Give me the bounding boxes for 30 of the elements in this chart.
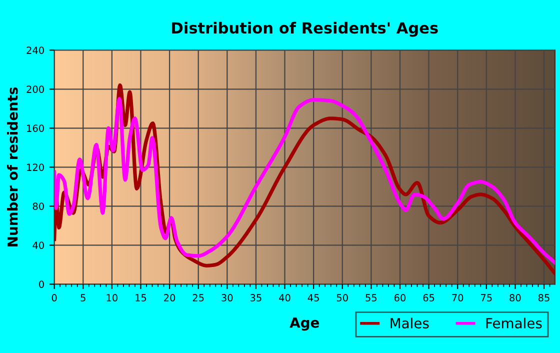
y-tick-label: 200 [26, 86, 44, 93]
y-tick-label: 160 [27, 124, 44, 132]
legend-label: Females [486, 318, 542, 328]
chart-title: Distribution of Residents' Ages [172, 22, 438, 37]
x-tick-label: 60 [394, 294, 406, 302]
y-axis-title: Number of residents [7, 87, 18, 246]
y-tick-label: 120 [27, 164, 44, 171]
x-axis-title: Age [290, 318, 320, 331]
x-tick-label: 55 [366, 294, 377, 302]
x-tick-label: 80 [510, 294, 521, 302]
x-tick-label: 45 [308, 294, 319, 302]
x-tick-label: 75 [481, 294, 492, 302]
x-tick-label: 25 [192, 294, 204, 302]
x-tick-label: 10 [106, 294, 118, 302]
y-tick-label: 0 [39, 280, 44, 288]
x-tick-label: 0 [52, 294, 57, 302]
x-tick-label: 35 [250, 294, 262, 302]
x-tick-label: 50 [336, 294, 348, 302]
x-tick-label: 5 [80, 294, 86, 302]
x-tick-label: 40 [279, 294, 290, 302]
x-tick-label: 65 [423, 294, 434, 302]
x-tick-label: 70 [452, 294, 464, 302]
legend-label: Males [390, 318, 429, 328]
x-tick-label: 20 [164, 294, 176, 302]
y-tick-label: 240 [26, 46, 44, 54]
y-tick-label: 80 [32, 202, 44, 210]
y-tick-label: 40 [32, 242, 44, 249]
x-tick-label: 15 [136, 294, 146, 302]
x-tick-label: 85 [538, 294, 550, 302]
x-tick-label: 30 [222, 294, 233, 302]
